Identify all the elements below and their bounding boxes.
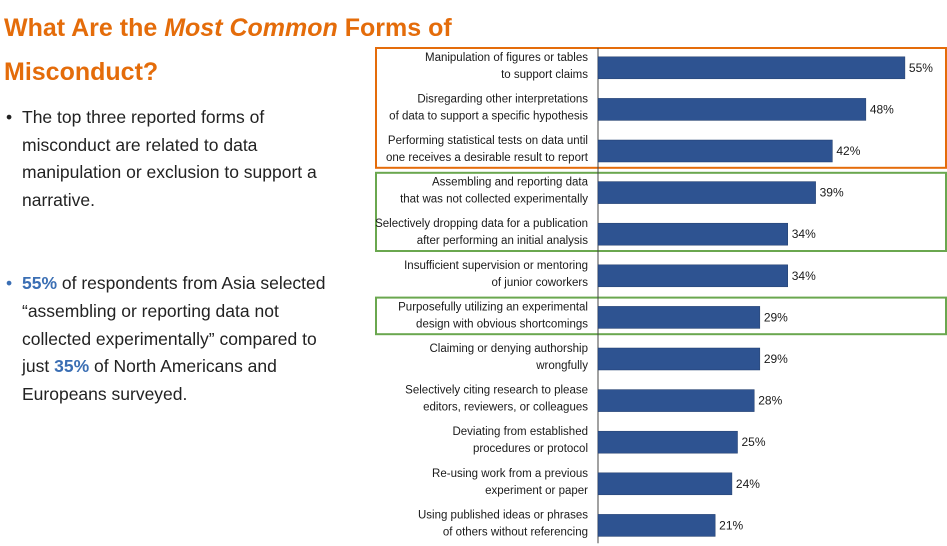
category-label: Selectively citing research to please	[405, 385, 588, 397]
bar	[597, 222, 788, 246]
bar	[597, 514, 716, 537]
bar	[597, 306, 761, 329]
bar	[597, 139, 833, 163]
bar	[597, 98, 867, 121]
category-label: Using published ideas or phrases	[418, 509, 588, 521]
bullet-text: of respondents from Asia selected “assem…	[22, 273, 326, 377]
title-part-1: What Are the	[4, 14, 165, 42]
bullet-item: • 55% of respondents from Asia selected …	[6, 270, 336, 408]
category-label: of others without referencing	[443, 526, 588, 538]
bullet-text: of North Americans and Europeans surveye…	[22, 356, 277, 404]
data-label: 21%	[719, 518, 743, 532]
category-label: Purposefully utilizing an experimental	[398, 301, 588, 313]
highlight-box	[375, 171, 947, 252]
title-line-2: Misconduct?	[4, 58, 159, 86]
data-label: 29%	[764, 352, 788, 366]
category-label: Deviating from established	[452, 426, 588, 438]
data-label: 34%	[792, 269, 816, 283]
data-label: 24%	[736, 477, 760, 491]
data-label: 29%	[764, 310, 788, 324]
category-label: after performing an initial analysis	[417, 235, 589, 247]
slide-title: What Are the Most Common Forms of Miscon…	[4, 6, 452, 94]
bar	[597, 389, 755, 412]
category-label: Assembling and reporting data	[432, 177, 589, 189]
data-label: 39%	[820, 186, 844, 200]
data-label: 55%	[909, 61, 933, 75]
category-label: experiment or paper	[485, 485, 588, 497]
asia-percentage: 55%	[22, 273, 58, 294]
category-label: Re-using work from a previous	[432, 468, 588, 480]
data-label: 42%	[836, 144, 860, 158]
data-label: 48%	[870, 102, 894, 116]
category-label: Performing statistical tests on data unt…	[388, 135, 588, 147]
bullet-dot-icon: •	[6, 273, 13, 294]
bar	[597, 56, 906, 80]
title-emphasis: Most Common	[164, 14, 338, 42]
bar	[597, 347, 761, 371]
category-label: that was not collected experimentally	[400, 194, 588, 206]
highlight-box	[375, 296, 947, 336]
bar	[597, 264, 788, 288]
title-part-2: Forms of	[337, 14, 452, 42]
bullet-text: The top three reported forms of miscondu…	[22, 107, 317, 210]
category-label: of junior coworkers	[491, 277, 588, 289]
category-label: Insufficient supervision or mentoring	[404, 260, 588, 272]
category-label: Manipulation of figures or tables	[425, 52, 588, 64]
category-label: of data to support a specific hypothesis	[389, 110, 588, 122]
category-label: to support claims	[501, 69, 588, 81]
bullet-dot-icon: •	[6, 107, 13, 127]
data-label: 25%	[742, 435, 766, 449]
category-label: Selectively dropping data for a publicat…	[375, 218, 588, 230]
bar	[597, 430, 738, 454]
na-eu-percentage: 35%	[54, 356, 90, 377]
highlight-box	[375, 47, 947, 169]
category-label: design with obvious shortcomings	[416, 318, 588, 330]
bullet-list: • The top three reported forms of miscon…	[6, 104, 336, 408]
category-label: Disregarding other interpretations	[417, 93, 588, 105]
category-label: one receives a desirable result to repor…	[386, 152, 589, 164]
category-label: procedures or protocol	[473, 443, 588, 455]
data-label: 34%	[792, 227, 816, 241]
title-line-1: What Are the Most Common Forms of	[4, 6, 452, 50]
bar	[597, 472, 733, 496]
data-label: 28%	[758, 394, 782, 408]
bar	[597, 181, 816, 204]
category-label: wrongfully	[535, 360, 588, 372]
category-label: editors, reviewers, or colleagues	[423, 402, 588, 414]
category-label: Claiming or denying authorship	[429, 343, 588, 355]
bullet-item: • The top three reported forms of miscon…	[6, 104, 336, 214]
